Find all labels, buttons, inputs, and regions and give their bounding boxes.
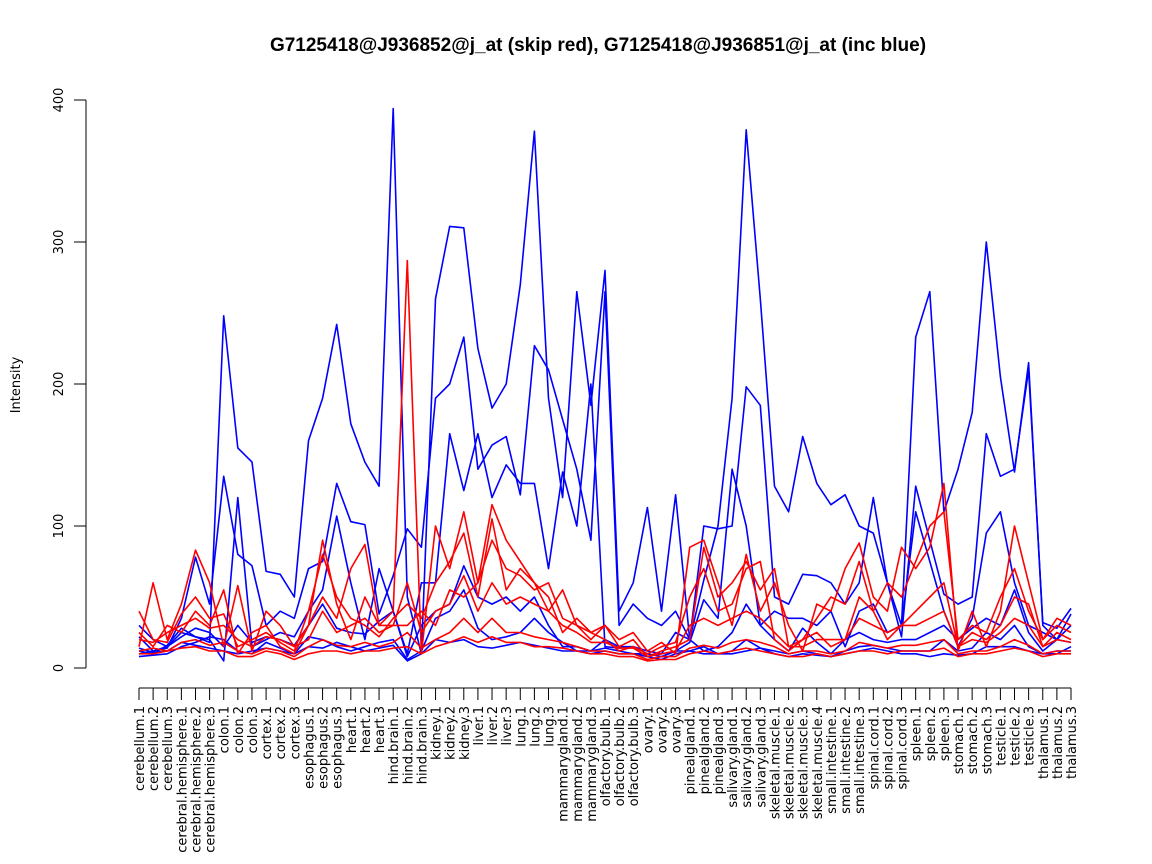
x-tick-label: colon.2 xyxy=(232,706,247,753)
x-tick-label: cerebral.hemisphere.1 xyxy=(175,706,190,853)
x-tick-label: olfactory.bulb.3 xyxy=(627,706,642,806)
y-tick-label: 300 xyxy=(52,230,67,255)
y-tick-label: 0 xyxy=(52,664,67,672)
x-tick-label: ovary.1 xyxy=(641,706,656,753)
x-tick-label: cortex.3 xyxy=(288,706,303,759)
x-tick-label: salivary.gland.2 xyxy=(740,706,755,808)
x-tick-label: pinealgland.1 xyxy=(684,706,699,794)
x-tick-label: small.intestine.1 xyxy=(825,706,840,814)
series-line-inc xyxy=(138,290,1072,652)
x-tick-label: olfactory.bulb.2 xyxy=(613,706,628,806)
x-tick-label: kidney.3 xyxy=(458,706,473,760)
x-tick-label: skeletal.muscle.4 xyxy=(811,706,826,819)
x-tick-label: testicle.2 xyxy=(1009,706,1024,766)
series-group xyxy=(138,107,1072,662)
x-tick-label: cerebellum.1 xyxy=(133,706,148,791)
x-tick-label: lung.1 xyxy=(514,706,529,747)
x-tick-label: cerebellum.2 xyxy=(147,706,162,791)
x-tick-label: kidney.2 xyxy=(444,706,459,760)
x-tick-label: esophagus.1 xyxy=(302,706,317,789)
x-tick-label: liver.1 xyxy=(472,706,487,745)
y-axis: 0 100 200 300 400 xyxy=(52,88,87,672)
x-tick-label: spinal.cord.1 xyxy=(867,706,882,789)
x-tick-label: liver.3 xyxy=(500,706,515,745)
x-tick-label: thalamus.1 xyxy=(1037,706,1052,779)
x-tick-label: mammarygland.1 xyxy=(557,706,572,822)
x-tick-label: stomach.2 xyxy=(966,706,981,774)
x-tick-label: cerebellum.3 xyxy=(161,706,176,791)
x-tick-label: spinal.cord.2 xyxy=(881,706,896,789)
x-tick-label: heart.2 xyxy=(359,706,374,753)
x-tick-label: spleen.3 xyxy=(938,706,953,761)
y-tick-label: 400 xyxy=(52,88,67,113)
x-tick-label: skeletal.muscle.3 xyxy=(797,706,812,819)
y-tick-label: 200 xyxy=(52,372,67,397)
x-tick-label: spinal.cord.3 xyxy=(896,706,911,789)
x-tick-label: skeletal.muscle.2 xyxy=(783,706,798,819)
series-line-skip xyxy=(138,510,1072,658)
y-axis-label: Intensity xyxy=(9,356,24,413)
series-line-skip xyxy=(139,635,1071,662)
x-tick-label: salivary.gland.1 xyxy=(726,706,741,808)
x-tick-label: cortex.1 xyxy=(260,706,275,759)
x-tick-label: esophagus.2 xyxy=(317,706,332,789)
x-tick-label: colon.1 xyxy=(218,706,233,753)
x-tick-label: thalamus.2 xyxy=(1051,706,1066,779)
x-tick-label: cortex.2 xyxy=(274,706,289,759)
series-line-skip xyxy=(138,539,1072,655)
x-tick-label: heart.3 xyxy=(373,706,388,753)
x-tick-label: pinealgland.3 xyxy=(712,706,727,794)
x-tick-label: pinealgland.2 xyxy=(698,706,713,794)
x-tick-label: heart.1 xyxy=(345,706,360,753)
x-tick-label: lung.3 xyxy=(543,706,558,747)
x-tick-label: ovary.2 xyxy=(655,706,670,753)
x-tick-label: testicle.1 xyxy=(994,706,1009,766)
x-tick-label: mammarygland.2 xyxy=(571,706,586,822)
x-tick-label: colon.3 xyxy=(246,706,261,753)
x-tick-label: stomach.1 xyxy=(952,706,967,774)
x-tick-label: spleen.2 xyxy=(924,706,939,761)
x-tick-label: liver.2 xyxy=(486,706,501,745)
series-line-skip xyxy=(138,574,1072,658)
x-tick-label: hind.brain.1 xyxy=(387,706,402,784)
x-tick-label: small.intestine.2 xyxy=(839,706,854,814)
x-tick-label: ovary.3 xyxy=(670,706,685,753)
x-tick-label: cerebral.hemisphere.2 xyxy=(189,706,204,853)
x-tick-label: skeletal.muscle.1 xyxy=(768,706,783,819)
x-axis: cerebellum.1 cerebellum.2 cerebellum.3 cere… xyxy=(133,687,1080,853)
x-tick-label: hind.brain.3 xyxy=(415,706,430,784)
x-tick-label: hind.brain.2 xyxy=(401,706,416,784)
x-tick-label: thalamus.3 xyxy=(1065,706,1080,779)
x-tick-label: small.intestine.3 xyxy=(853,706,868,814)
x-tick-label: kidney.1 xyxy=(430,706,445,760)
x-tick-label: spleen.1 xyxy=(910,706,925,761)
x-tick-label: olfactory.bulb.1 xyxy=(599,706,614,806)
x-tick-label: mammarygland.3 xyxy=(585,706,600,822)
series-line-skip xyxy=(138,617,1071,661)
y-tick-label: 100 xyxy=(52,514,67,539)
series-line-inc xyxy=(138,383,1072,662)
x-tick-label: testicle.3 xyxy=(1023,706,1038,766)
x-tick-label: stomach.3 xyxy=(980,706,995,774)
chart-title: G7125418@J936852@j_at (skip red), G71254… xyxy=(270,35,926,56)
x-tick-label: cerebral.hemisphere.3 xyxy=(204,706,219,853)
x-tick-label: esophagus.3 xyxy=(331,706,346,789)
x-tick-label: lung.2 xyxy=(528,706,543,747)
series-line-inc xyxy=(138,107,1072,655)
x-tick-label: salivary.gland.3 xyxy=(754,706,769,808)
